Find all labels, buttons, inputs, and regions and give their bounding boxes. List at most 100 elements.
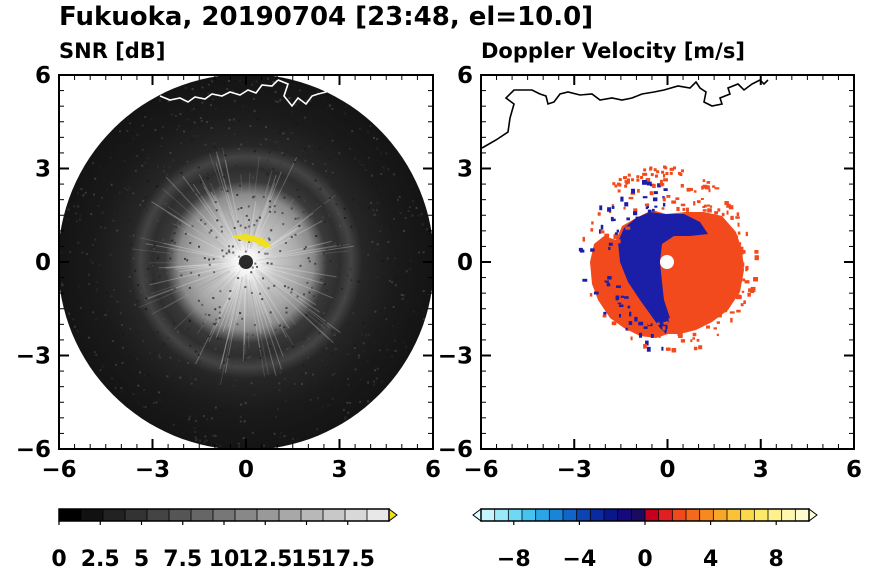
snr-speck — [158, 296, 161, 299]
snr-speck — [78, 218, 81, 221]
snr-speck — [273, 210, 276, 213]
snr-speck — [167, 325, 170, 328]
snr-speck — [371, 130, 374, 133]
snr-speck — [144, 169, 147, 172]
snr-speck — [376, 138, 379, 141]
snr-speck — [301, 152, 304, 155]
doppler-speck — [724, 306, 728, 312]
snr-speck — [157, 391, 160, 394]
snr-speck — [182, 100, 185, 103]
snr-streak — [227, 280, 242, 328]
snr-speck — [102, 365, 105, 368]
snr-speck — [75, 220, 78, 223]
doppler-speck — [682, 207, 686, 211]
colorbar-over-arrow — [808, 508, 818, 522]
snr-speck — [189, 344, 192, 347]
snr-speck — [225, 406, 228, 409]
snr-speck — [195, 437, 198, 440]
snr-speck — [371, 241, 374, 244]
snr-speck — [365, 127, 368, 130]
snr-streak — [183, 231, 225, 252]
snr-speck — [233, 133, 236, 136]
snr-speck — [386, 257, 389, 260]
snr-speck — [225, 252, 228, 255]
snr-speck — [134, 169, 137, 172]
doppler-speck — [649, 166, 653, 170]
doppler-speck — [615, 296, 619, 300]
snr-speck — [362, 164, 365, 167]
snr-speck — [146, 157, 149, 160]
doppler-speck — [706, 325, 710, 329]
snr-speck — [121, 346, 124, 349]
snr-speck — [140, 327, 143, 330]
snr-speck — [102, 313, 105, 316]
snr-speck — [186, 160, 189, 163]
snr-speck — [390, 355, 393, 358]
y-tick-label: 6 — [457, 63, 473, 89]
doppler-speck — [645, 206, 648, 210]
snr-speck — [363, 350, 366, 353]
snr-speck — [248, 225, 251, 228]
doppler-speck — [724, 282, 728, 288]
snr-speck — [283, 132, 286, 135]
snr-speck — [192, 196, 195, 199]
snr-speck — [317, 397, 320, 400]
snr-speck — [358, 160, 361, 163]
doppler-speck — [631, 178, 635, 182]
snr-streak — [213, 195, 237, 242]
doppler-speck — [724, 260, 730, 265]
doppler-speck — [680, 203, 686, 207]
doppler-speck — [643, 168, 647, 172]
snr-speck — [344, 417, 347, 420]
snr-speck — [267, 390, 270, 393]
doppler-speck — [733, 281, 737, 284]
snr-speck — [368, 295, 371, 298]
doppler-speck — [739, 246, 744, 252]
snr-speck — [385, 318, 388, 321]
doppler-speck — [589, 293, 593, 297]
doppler-speck — [701, 185, 704, 190]
snr-speck — [293, 161, 296, 164]
snr-speck — [369, 124, 372, 127]
snr-streak — [209, 153, 238, 236]
snr-speck — [86, 254, 89, 257]
snr-speck — [165, 128, 168, 131]
snr-speck — [210, 127, 213, 130]
snr-streak — [221, 281, 242, 364]
snr-speck — [290, 291, 293, 294]
snr-streak — [208, 272, 242, 342]
snr-speck — [322, 204, 325, 207]
doppler-speck — [735, 294, 741, 300]
snr-speck — [345, 105, 348, 108]
snr-speck — [329, 260, 332, 263]
doppler-speck — [723, 255, 728, 261]
snr-speck — [208, 314, 211, 317]
snr-speck — [175, 172, 178, 175]
snr-speck — [274, 90, 277, 93]
snr-speck — [119, 130, 122, 133]
doppler-speck — [739, 260, 744, 263]
snr-speck — [199, 439, 202, 442]
snr-streak — [167, 248, 219, 259]
snr-speck — [152, 280, 155, 283]
snr-speck — [302, 345, 305, 348]
snr-speck — [284, 399, 287, 402]
snr-speck — [376, 243, 379, 246]
doppler-speck — [677, 171, 681, 175]
snr-speck — [254, 262, 257, 265]
snr-speck — [111, 377, 114, 380]
snr-speck — [80, 188, 83, 191]
snr-speck — [208, 258, 211, 261]
snr-speck — [136, 357, 139, 360]
snr-speck — [169, 257, 172, 260]
snr-speck — [366, 277, 369, 280]
snr-speck — [297, 437, 300, 440]
snr-speck — [356, 206, 359, 209]
doppler-speck — [617, 189, 621, 193]
snr-speck — [244, 402, 247, 405]
snr-speck — [150, 169, 153, 172]
doppler-speck — [653, 168, 657, 172]
snr-speck — [178, 359, 181, 362]
snr-streak — [258, 278, 297, 325]
doppler-speck — [707, 208, 712, 213]
